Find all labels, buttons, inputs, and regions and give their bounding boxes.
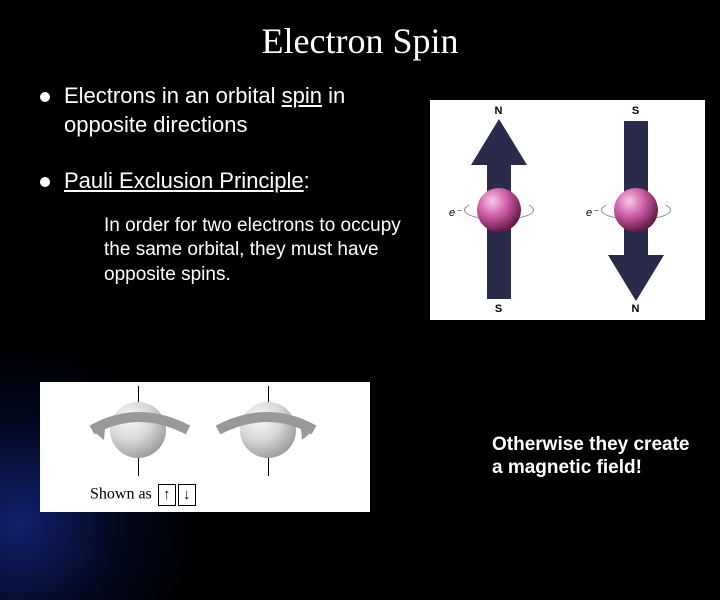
bullet-text-2: Pauli Exclusion Principle: [64,167,310,196]
spin-panel-down: S e⁻ N [568,101,703,319]
pole-label-s: S [632,105,639,117]
pole-label-n: N [495,105,503,117]
electron-sphere-icon [477,188,521,232]
sub-text: In order for two electrons to occupy the… [104,214,424,288]
spin-panel-up: N e⁻ S [431,101,566,319]
spin-rotation-diagram: Shown as ↑↓ [40,382,370,512]
shown-as-text: Shown as [90,486,152,503]
bullet-1-underline: spin [282,83,322,108]
spin-arrows-diagram: N e⁻ S S e⁻ N [430,100,705,320]
rotation-arrow-cw-icon [208,410,328,460]
spin-down-box-icon: ↓ [178,484,196,506]
bullet-2-underline: Pauli Exclusion Principle [64,168,304,193]
electron-sphere-icon [614,188,658,232]
e-minus-label: e⁻ [449,206,461,219]
spin-up-box-icon: ↑ [158,484,176,506]
bullet-dot-icon [40,92,50,102]
bullet-dot-icon [40,177,50,187]
rotation-arrow-ccw-icon [78,410,198,460]
e-minus-label: e⁻ [586,206,598,219]
slide-title: Electron Spin [0,0,720,82]
bullet-1-pre: Electrons in an orbital [64,83,282,108]
bullet-item-2: Pauli Exclusion Principle: [40,167,400,196]
bullet-text-1: Electrons in an orbital spin in opposite… [64,82,400,139]
pole-label-n: N [632,303,640,315]
shown-as-label: Shown as ↑↓ [90,484,196,506]
bullet-2-colon: : [304,168,310,193]
bullet-item-1: Electrons in an orbital spin in opposite… [40,82,400,139]
pole-label-s: S [495,303,502,315]
caption-text: Otherwise they create a magnetic field! [492,433,692,481]
